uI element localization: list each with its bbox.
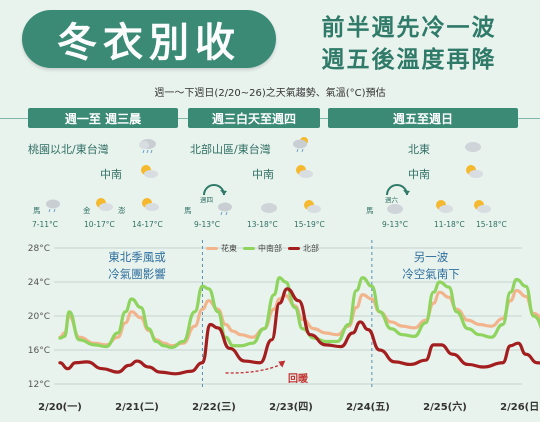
x-tick-label: 2/20(一) — [38, 402, 82, 413]
headline-line-1: 前半週先冷一波 — [321, 15, 497, 41]
p1-central-region: 中南 — [100, 168, 122, 181]
p3-peng-temp: 15-18°C — [476, 220, 507, 229]
note-right-line-1: 另一波 — [413, 250, 449, 264]
sun-cloud-icon — [474, 200, 491, 213]
x-tick-label: 2/26(日) — [500, 401, 540, 413]
cloud-icon — [261, 203, 277, 213]
headline-line-2: 週五後溫度再降 — [321, 47, 497, 73]
p1-peng-temp: 14-17°C — [132, 220, 163, 229]
x-tick-label: 2/22(三) — [192, 401, 236, 413]
p2-ma-temp: 9-13°C — [194, 220, 221, 229]
p2-peng-temp: 15-19°C — [294, 220, 325, 229]
subtitle: 週一～下週日(2/20~26)之天氣趨勢、氣溫(°C)預估 — [154, 88, 386, 99]
chart-legend: 花東 中南部 北部 — [206, 243, 319, 254]
note-left: 東北季風或 冷氣團影響 — [82, 249, 192, 283]
sun-cloud-icon — [142, 198, 159, 211]
p1-peng-label: 澎 — [118, 206, 126, 215]
p3-jin-temp: 11-18°C — [434, 220, 465, 229]
sun-cloud-icon — [466, 165, 483, 178]
y-tick-label: 16°C — [28, 346, 50, 356]
p3-north-region: 北東 — [408, 143, 430, 156]
x-tick-label: 2/23(四) — [269, 401, 313, 413]
cloud-icon — [387, 204, 403, 214]
sun-cloud-icon — [141, 165, 158, 178]
y-tick-label: 12°C — [28, 380, 50, 390]
p2-north-region: 北部山區/東台灣 — [190, 143, 271, 156]
legend-swatch-north — [288, 247, 300, 250]
sun-cloud-icon — [96, 198, 113, 211]
turnaround-arrow-icon — [386, 184, 410, 196]
title-pill: 冬衣別收 — [22, 10, 276, 68]
cloud-rain-icon — [218, 202, 232, 216]
sun-cloud-icon — [304, 200, 321, 213]
warm-label: 回暖 — [288, 374, 308, 385]
p3-ma-temp: 9-13°C — [382, 220, 409, 229]
sun-cloud-icon — [296, 165, 313, 178]
note-left-line-1: 東北季風或 — [108, 250, 166, 264]
p1-ma-label: 馬 — [33, 206, 41, 215]
note-right-line-2: 冷空氣南下 — [402, 267, 460, 281]
p1-north-region: 桃園以北/東台灣 — [28, 143, 109, 156]
cloud-icon — [465, 142, 481, 152]
p3-central-region: 中南 — [408, 168, 430, 181]
turnaround-arrow-icon — [203, 184, 227, 196]
period-band-2: 週三白天至週四 — [188, 108, 320, 128]
note-right: 另一波 冷空氣南下 — [386, 249, 476, 283]
period-band-1: 週一至 週三晨 — [28, 108, 178, 128]
x-tick-label: 2/25(六) — [423, 400, 467, 413]
p1-jin-temp: 10-17°C — [84, 220, 115, 229]
legend-label-east: 花東 — [221, 244, 237, 253]
warming-arrow-head — [278, 360, 286, 368]
period-band-3: 週五至週日 — [328, 108, 518, 128]
x-tick-label: 2/21(二) — [115, 401, 159, 413]
series-line-1 — [58, 276, 540, 350]
p1-jin-label: 金 — [83, 206, 91, 215]
warming-arrow — [225, 363, 284, 374]
series-line-2 — [58, 287, 540, 376]
p2-central-region: 中南 — [252, 168, 274, 181]
p3-day-badge: 週六 — [385, 196, 398, 204]
legend-swatch-south — [243, 247, 255, 250]
legend-label-south: 中南部 — [258, 244, 282, 253]
p3-ma-label: 馬 — [366, 206, 374, 215]
legend-label-north: 北部 — [303, 244, 319, 253]
p2-ma-label: 馬 — [184, 206, 192, 215]
y-tick-label: 28°C — [28, 244, 50, 254]
y-tick-label: 24°C — [28, 278, 50, 288]
p2-day-badge: 週四 — [200, 196, 213, 204]
p2-jin-temp: 13-18°C — [247, 220, 278, 229]
cloud-rain-icon — [46, 199, 60, 213]
cloud-rain-icon — [139, 139, 156, 154]
x-tick-label: 2/24(五) — [346, 401, 390, 413]
cloud-rain-icon — [293, 137, 308, 153]
sun-cloud-icon — [436, 200, 453, 213]
y-tick-label: 20°C — [28, 312, 50, 322]
note-left-line-2: 冷氣團影響 — [108, 267, 166, 281]
legend-swatch-east — [206, 247, 218, 250]
p1-ma-temp: 7-11°C — [32, 220, 59, 229]
